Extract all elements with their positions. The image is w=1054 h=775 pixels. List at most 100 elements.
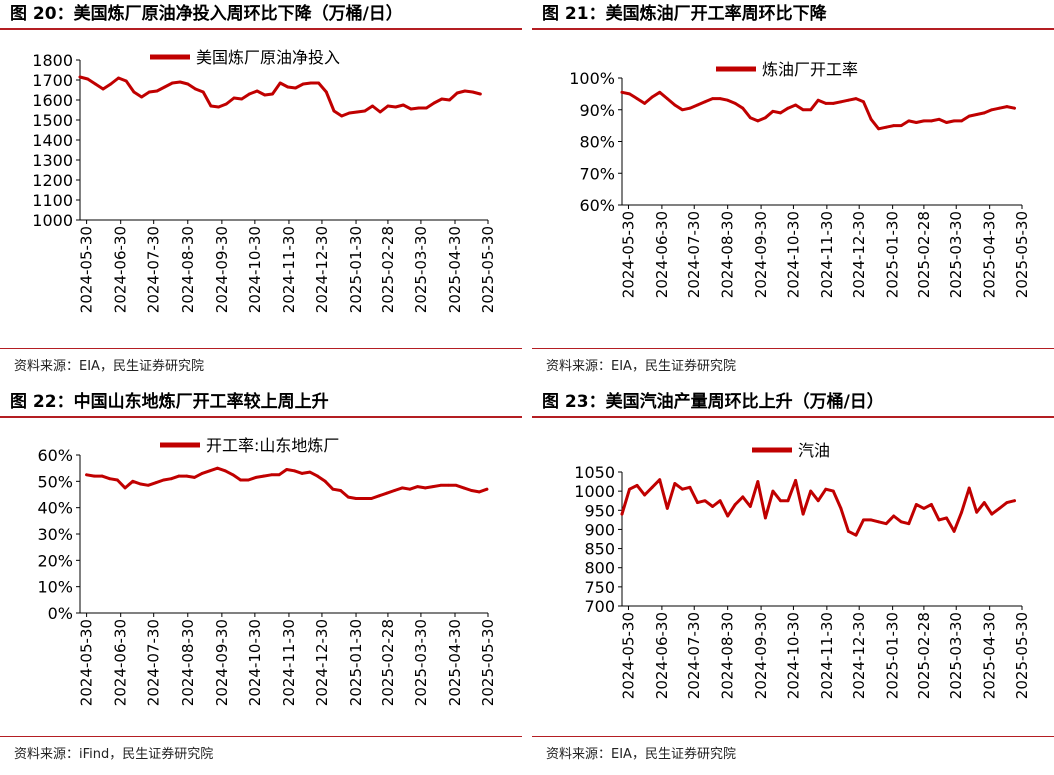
data-point — [877, 127, 881, 131]
data-point — [370, 497, 373, 500]
data-point — [824, 102, 828, 105]
data-point — [208, 469, 212, 473]
data-point — [967, 486, 971, 490]
data-point — [78, 75, 82, 79]
y-tick-label: 50% — [37, 472, 73, 491]
title-rule — [0, 416, 522, 418]
data-point — [960, 510, 964, 514]
data-point — [163, 85, 167, 89]
y-tick-label: 60% — [579, 196, 615, 215]
x-tick-label: 2024-07-30 — [145, 619, 163, 706]
y-tick-label: 80% — [579, 133, 615, 152]
y-tick-label: 1000 — [32, 211, 73, 230]
title-rule — [532, 28, 1054, 30]
x-tick-label: 2024-10-30 — [784, 612, 802, 699]
x-tick-label: 2024-12-30 — [313, 619, 331, 706]
data-point — [914, 503, 918, 506]
data-point — [899, 520, 903, 524]
x-tick-label: 2025-02-28 — [915, 612, 933, 699]
data-point — [448, 98, 451, 102]
x-tick-label: 2025-05-30 — [479, 619, 497, 706]
data-point — [967, 114, 971, 118]
data-point — [741, 106, 745, 110]
source-note: 资料来源：EIA，民生证券研究院 — [546, 359, 736, 374]
data-point — [93, 82, 97, 86]
x-tick-label: 2025-01-30 — [347, 619, 365, 706]
data-point — [877, 520, 881, 524]
x-tick-label: 2024-08-30 — [179, 619, 197, 706]
data-point — [109, 82, 113, 86]
y-tick-label: 1050 — [574, 463, 615, 482]
data-point — [809, 108, 813, 112]
data-point — [854, 97, 858, 101]
data-point — [763, 516, 767, 520]
data-point — [982, 111, 986, 115]
data-point — [718, 97, 722, 101]
x-tick-label: 2024-07-30 — [685, 612, 703, 699]
data-point — [224, 102, 228, 106]
y-tick-label: 1000 — [574, 482, 615, 501]
data-point — [139, 482, 142, 486]
y-tick-label: 10% — [37, 578, 73, 597]
data-point — [711, 505, 714, 508]
data-point — [231, 473, 235, 477]
x-tick-label: 2024-05-30 — [78, 226, 96, 313]
data-point — [108, 477, 112, 481]
data-point — [440, 97, 444, 101]
data-point — [884, 125, 888, 129]
data-point — [771, 109, 775, 113]
data-point — [124, 79, 128, 83]
x-tick-label: 2024-09-30 — [752, 211, 770, 298]
data-point — [620, 512, 624, 516]
y-tick-label: 850 — [584, 540, 615, 559]
data-point — [346, 495, 350, 499]
x-tick-label: 2024-12-30 — [313, 226, 331, 313]
data-point — [340, 114, 344, 118]
data-point — [839, 100, 843, 104]
data-point — [92, 474, 96, 478]
data-point — [454, 483, 458, 487]
x-tick-label: 2025-03-30 — [947, 211, 965, 298]
figure-title: 图 23：美国汽油产量周环比上升（万桶/日） — [542, 392, 884, 412]
data-point — [741, 495, 745, 499]
x-tick-label: 2025-03-30 — [412, 619, 430, 706]
x-tick-label: 2025-04-30 — [446, 619, 464, 706]
data-point — [688, 106, 692, 110]
x-tick-label: 2024-10-30 — [246, 226, 264, 313]
data-point — [756, 119, 760, 123]
x-tick-label: 2024-05-30 — [619, 211, 637, 298]
x-tick-label: 2024-11-30 — [818, 211, 836, 298]
data-point — [470, 489, 473, 492]
data-point — [673, 103, 677, 107]
data-point — [733, 503, 737, 506]
figure-20-panel: 图 20：美国炼厂原油净投入周环比下降（万桶/日） 1000 1100 1200 13… — [0, 0, 522, 387]
data-point — [286, 85, 290, 89]
data-point — [463, 89, 467, 93]
data-point — [117, 76, 120, 80]
data-point — [779, 111, 782, 115]
x-tick-label: 2024-11-30 — [280, 226, 298, 313]
data-point — [794, 103, 797, 107]
data-point — [696, 103, 699, 107]
data-point — [990, 512, 994, 516]
figure-title: 图 20：美国炼厂原油净投入周环比下降（万桶/日） — [10, 4, 403, 24]
data-point — [643, 493, 647, 497]
data-point — [194, 87, 197, 91]
data-point — [400, 486, 404, 490]
data-point — [223, 469, 227, 473]
data-point — [170, 81, 174, 85]
data-point — [100, 474, 104, 478]
x-tick-label: 2025-04-30 — [981, 612, 999, 699]
x-tick-label: 2025-04-30 — [981, 211, 999, 298]
x-tick-label: 2025-04-30 — [446, 226, 464, 313]
data-point — [854, 533, 858, 537]
x-tick-label: 2024-07-30 — [145, 226, 163, 313]
data-point — [185, 474, 189, 478]
data-point — [323, 479, 327, 483]
data-point — [899, 124, 903, 128]
y-tick-label: 0% — [48, 604, 73, 623]
y-tick-label: 1300 — [32, 151, 73, 170]
series-line — [620, 478, 1016, 537]
refinery-utilization-line-chart: 60% 70% 80% 90% 100% 2024-05-30 2024-06-30 2024… — [569, 60, 1031, 298]
